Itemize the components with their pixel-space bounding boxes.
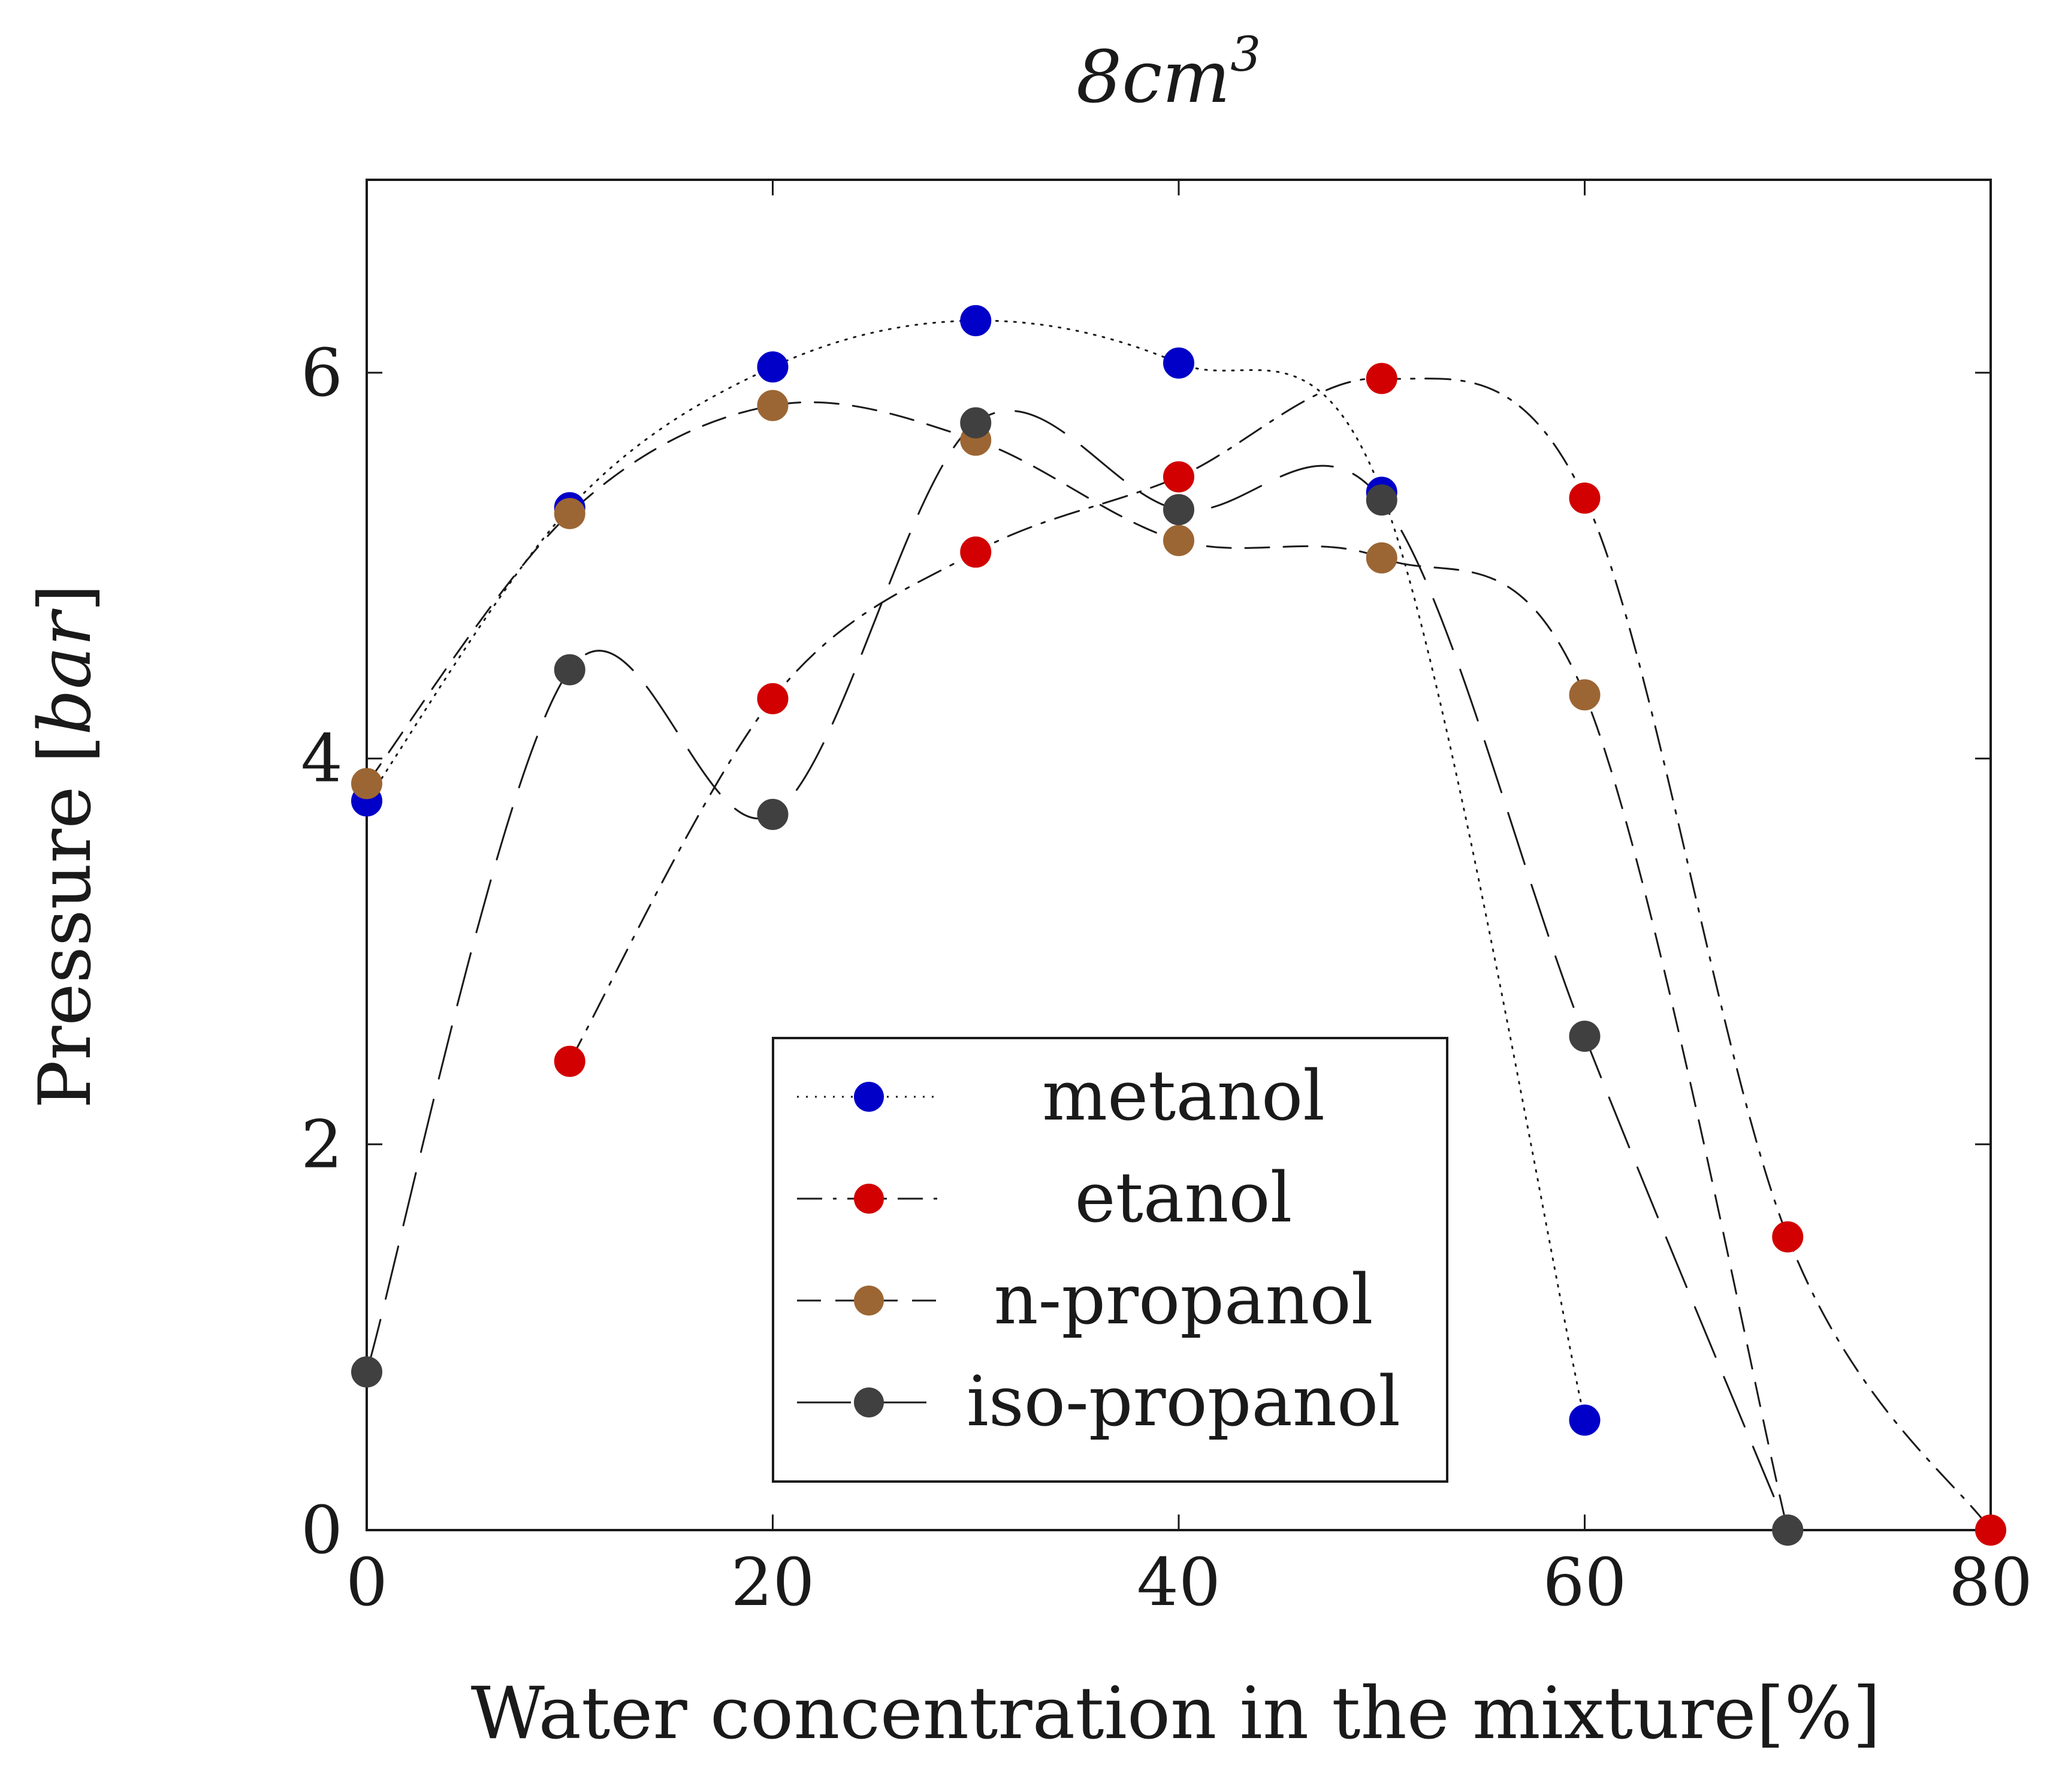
- y-axis-label-text: Pressure: [24, 764, 107, 1109]
- y-axis-label-unit: bar: [24, 608, 107, 735]
- x-tick-label: 0: [346, 1544, 388, 1621]
- chart-title: 8cm3: [1076, 26, 1261, 119]
- x-tick-label: 40: [1137, 1544, 1221, 1621]
- data-point-etanol: [757, 683, 789, 714]
- data-point-etanol: [1569, 482, 1601, 514]
- x-tick-label: 60: [1543, 1544, 1627, 1621]
- chart-title-superscript: 3: [1230, 26, 1261, 82]
- legend-swatch-marker-etanol: [854, 1184, 884, 1214]
- legend-label-iso-propanol: iso-propanol: [967, 1362, 1400, 1442]
- data-point-metanol: [1569, 1404, 1601, 1436]
- x-axis-label: Water concentration in the mixture[%]: [471, 1672, 1881, 1755]
- axes: 0 20 40 60 80 0 2 4 6: [301, 179, 2033, 1621]
- data-point-iso-propanol: [1366, 484, 1397, 516]
- legend: metanol etanol n-propanol iso-propanol: [772, 1037, 1448, 1483]
- legend-swatch-marker-n-propanol: [854, 1286, 884, 1316]
- series-line-metanol: [366, 319, 1586, 1422]
- data-point-etanol: [1772, 1221, 1804, 1253]
- data-point-metanol: [1163, 347, 1194, 379]
- data-point-etanol: [554, 1045, 585, 1077]
- chart-title-main: 8cm: [1076, 36, 1230, 119]
- legend-swatch-marker-iso-propanol: [854, 1387, 884, 1417]
- series-markers: [351, 304, 2006, 1546]
- x-tick-label: 80: [1949, 1544, 2033, 1621]
- data-point-etanol: [1975, 1515, 2006, 1546]
- data-point-n-propanol: [1163, 524, 1194, 556]
- data-point-n-propanol: [757, 390, 789, 421]
- data-point-n-propanol: [351, 768, 382, 800]
- data-point-iso-propanol: [1569, 1021, 1601, 1052]
- y-tick-label: 2: [301, 1106, 343, 1182]
- data-point-iso-propanol: [1163, 494, 1194, 526]
- y-tick-label: 0: [301, 1492, 343, 1568]
- y-axis-label: Pressure [bar]: [24, 584, 107, 1108]
- data-point-iso-propanol: [1772, 1515, 1804, 1546]
- legend-label-metanol: metanol: [1042, 1056, 1325, 1136]
- data-point-etanol: [960, 536, 992, 568]
- data-point-n-propanol: [554, 497, 585, 529]
- y-tick-label: 4: [301, 720, 343, 797]
- legend-swatch-marker-metanol: [854, 1082, 884, 1112]
- series-line-etanol: [569, 377, 1992, 1531]
- data-point-etanol: [1163, 461, 1194, 493]
- legend-label-etanol: etanol: [1075, 1158, 1293, 1238]
- data-point-iso-propanol: [554, 654, 585, 686]
- data-point-etanol: [1366, 363, 1397, 394]
- data-point-iso-propanol: [757, 798, 789, 830]
- y-tick-label: 6: [301, 334, 343, 411]
- legend-label-n-propanol: n-propanol: [994, 1260, 1373, 1340]
- data-point-iso-propanol: [351, 1356, 382, 1388]
- data-point-n-propanol: [1569, 679, 1601, 711]
- y-axis-label-open: [: [24, 735, 107, 764]
- series-line-n-propanol: [366, 401, 1789, 1531]
- y-axis-label-close: ]: [24, 584, 107, 612]
- data-point-metanol: [757, 351, 789, 383]
- legend-box: [772, 1037, 1448, 1483]
- data-point-metanol: [960, 304, 992, 336]
- x-tick-label: 20: [731, 1544, 815, 1621]
- data-point-iso-propanol: [960, 407, 992, 439]
- data-point-n-propanol: [1366, 542, 1397, 574]
